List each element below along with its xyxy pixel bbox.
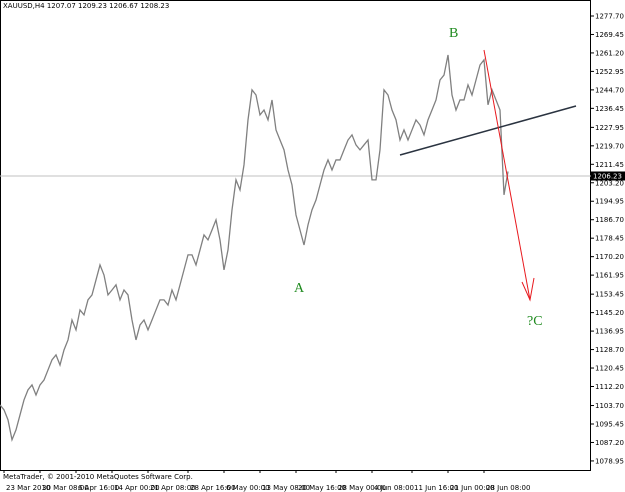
y-tick-label: 1120.45 bbox=[595, 365, 624, 373]
y-tick-label: 1170.20 bbox=[595, 253, 624, 261]
wave-label: ?C bbox=[527, 314, 543, 329]
x-tick-label: 21 Apr 08:00 bbox=[150, 484, 196, 492]
y-tick-label: 1269.45 bbox=[595, 31, 624, 39]
arrow-head bbox=[521, 277, 535, 302]
copyright: MetaTrader, © 2001-2010 MetaQuotes Softw… bbox=[3, 473, 193, 481]
x-tick-label: 20 May 16:00 bbox=[298, 484, 346, 492]
plot-frame bbox=[0, 0, 591, 471]
x-tick-label: 23 Mar 2010 bbox=[6, 484, 50, 492]
y-tick-label: 1227.95 bbox=[595, 124, 624, 132]
x-tick-label: 28 Jun 08:00 bbox=[486, 484, 530, 492]
y-tick-label: 1219.70 bbox=[595, 142, 624, 150]
y-tick-label: 1236.45 bbox=[595, 105, 624, 113]
y-tick-label: 1261.20 bbox=[595, 49, 624, 57]
x-tick-label: 11 Jun 16:00 bbox=[414, 484, 458, 492]
x-tick-label: 6 May 00:00 bbox=[226, 484, 270, 492]
y-tick-label: 1087.20 bbox=[595, 439, 624, 447]
x-tick-label: 13 May 08:00 bbox=[262, 484, 310, 492]
wave-label: B bbox=[449, 26, 458, 41]
x-tick-label: 14 Apr 00:00 bbox=[114, 484, 160, 492]
y-tick-label: 1277.70 bbox=[595, 12, 624, 20]
y-tick-label: 1211.45 bbox=[595, 161, 624, 169]
y-tick-label: 1161.95 bbox=[595, 272, 624, 280]
y-tick-label: 1153.45 bbox=[595, 291, 624, 299]
x-tick-label: 28 May 00:00 bbox=[338, 484, 386, 492]
forecast-arrow bbox=[483, 49, 531, 301]
y-tick-label: 1136.95 bbox=[595, 328, 624, 336]
plot bbox=[0, 54, 591, 443]
y-tick-label: 1252.95 bbox=[595, 68, 624, 76]
y-tick-label: 1244.70 bbox=[595, 86, 624, 94]
x-tick-label: 6 Apr 16:00 bbox=[78, 484, 119, 492]
x-tick-label: 30 Mar 08:00 bbox=[42, 484, 89, 492]
y-tick-label: 1078.95 bbox=[595, 457, 624, 465]
trend-line bbox=[399, 105, 577, 156]
x-tick-label: 21 Jun 00:00 bbox=[450, 484, 494, 492]
y-tick-label: 1095.45 bbox=[595, 420, 624, 428]
y-tick-label: 1145.20 bbox=[595, 309, 624, 317]
y-tick-label: 1194.95 bbox=[595, 198, 624, 206]
chart-header: XAUUSD,H4 1207.07 1209.23 1206.67 1208.2… bbox=[3, 2, 169, 10]
price-label: 1206.23 bbox=[593, 172, 622, 180]
price-series bbox=[0, 54, 509, 443]
x-tick-label: 4 Jun 08:00 bbox=[374, 484, 414, 492]
y-tick-label: 1203.20 bbox=[595, 179, 624, 187]
y-tick-label: 1103.70 bbox=[595, 402, 624, 410]
wave-label: A bbox=[294, 281, 305, 296]
price-tag bbox=[591, 171, 625, 181]
y-tick-label: 1128.70 bbox=[595, 346, 624, 354]
x-tick-label: 28 Apr 16:00 bbox=[190, 484, 236, 492]
y-tick-label: 1112.20 bbox=[595, 383, 624, 391]
y-tick-label: 1186.70 bbox=[595, 216, 624, 224]
y-tick-label: 1178.45 bbox=[595, 235, 624, 243]
